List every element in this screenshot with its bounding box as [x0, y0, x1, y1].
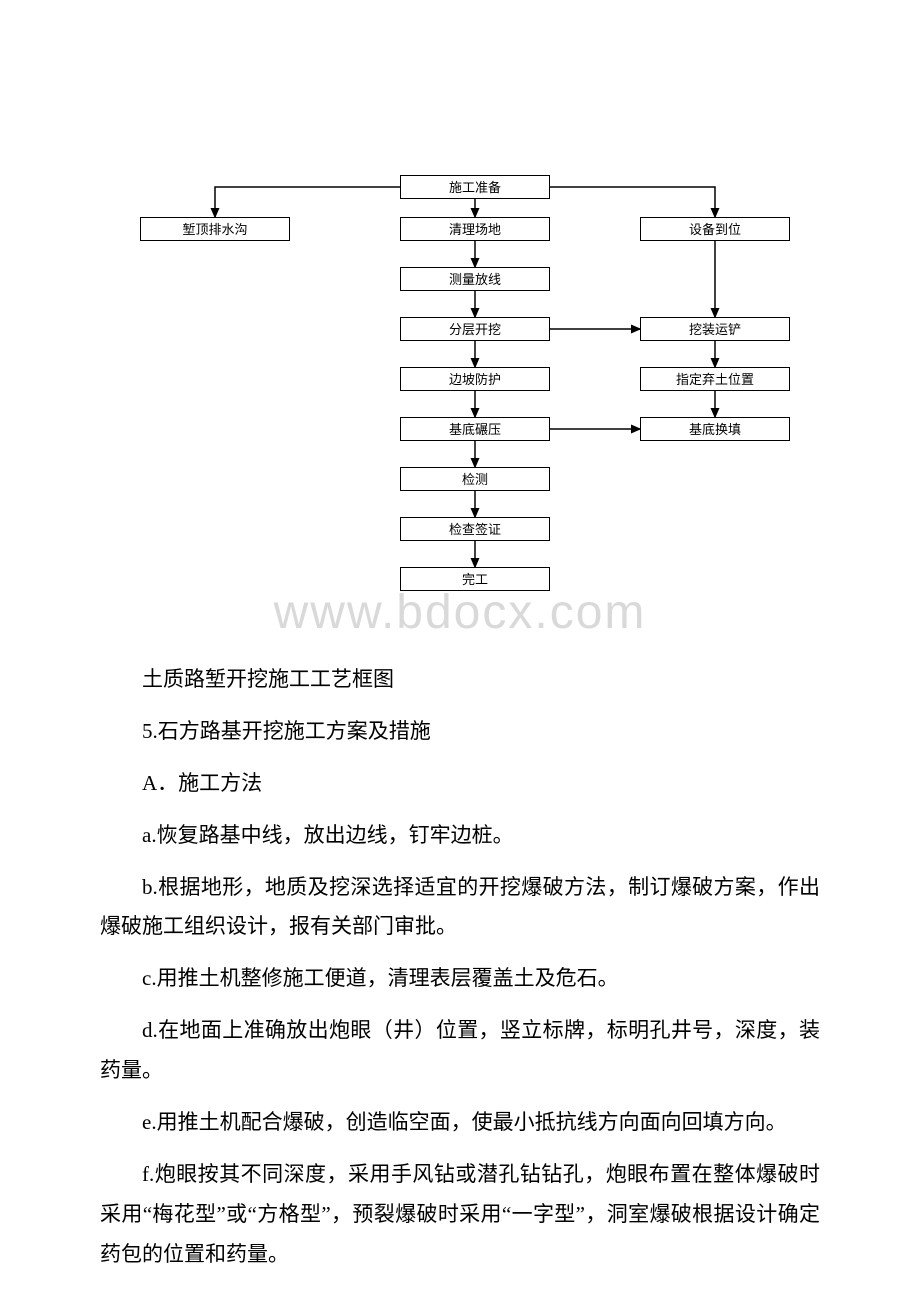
- paragraph-e: e.用推土机配合爆破，创造临空面，使最小抵抗线方向面向回填方向。: [100, 1103, 820, 1143]
- flow-node-n5: 测量放线: [400, 267, 550, 291]
- flow-node-n6: 分层开挖: [400, 317, 550, 341]
- flow-node-n3: 清理场地: [400, 217, 550, 241]
- document-body: 土质路堑开挖施工工艺框图 5.石方路基开挖施工方案及措施 A．施工方法 a.恢复…: [100, 660, 820, 1287]
- paragraph-f: f.炮眼按其不同深度，采用手风钻或潜孔钻钻孔，炮眼布置在整体爆破时采用“梅花型”…: [100, 1155, 820, 1275]
- flow-node-n4: 设备到位: [640, 217, 790, 241]
- flow-node-n7: 挖装运铲: [640, 317, 790, 341]
- flowchart-title: 土质路堑开挖施工工艺框图: [100, 660, 820, 700]
- paragraph-a: a.恢复路基中线，放出边线，钉牢边桩。: [100, 816, 820, 856]
- watermark-text: www.bdocx.com: [0, 585, 920, 640]
- paragraph-d: d.在地面上准确放出炮眼（井）位置，竖立标牌，标明孔井号，深度，装药量。: [100, 1011, 820, 1091]
- section-heading: 5.石方路基开挖施工方案及措施: [100, 712, 820, 752]
- flow-node-n8: 边坡防护: [400, 367, 550, 391]
- flow-edge-2: [550, 187, 715, 217]
- flowchart-arrows: [100, 175, 820, 635]
- flow-node-n2: 堑顶排水沟: [140, 217, 290, 241]
- paragraph-c: c.用推土机整修施工便道，清理表层覆盖土及危石。: [100, 959, 820, 999]
- flow-node-n9: 指定弃土位置: [640, 367, 790, 391]
- paragraph-b: b.根据地形，地质及挖深选择适宜的开挖爆破方法，制订爆破方案，作出爆破施工组织设…: [100, 868, 820, 948]
- flow-node-n13: 检查签证: [400, 517, 550, 541]
- flow-node-n11: 基底换填: [640, 417, 790, 441]
- flow-node-n10: 基底碾压: [400, 417, 550, 441]
- flow-node-n1: 施工准备: [400, 175, 550, 199]
- flowchart: 施工准备堑顶排水沟清理场地设备到位测量放线分层开挖挖装运铲边坡防护指定弃土位置基…: [100, 175, 820, 635]
- subsection-heading: A．施工方法: [100, 764, 820, 804]
- flow-node-n12: 检测: [400, 467, 550, 491]
- flow-edge-0: [215, 187, 400, 217]
